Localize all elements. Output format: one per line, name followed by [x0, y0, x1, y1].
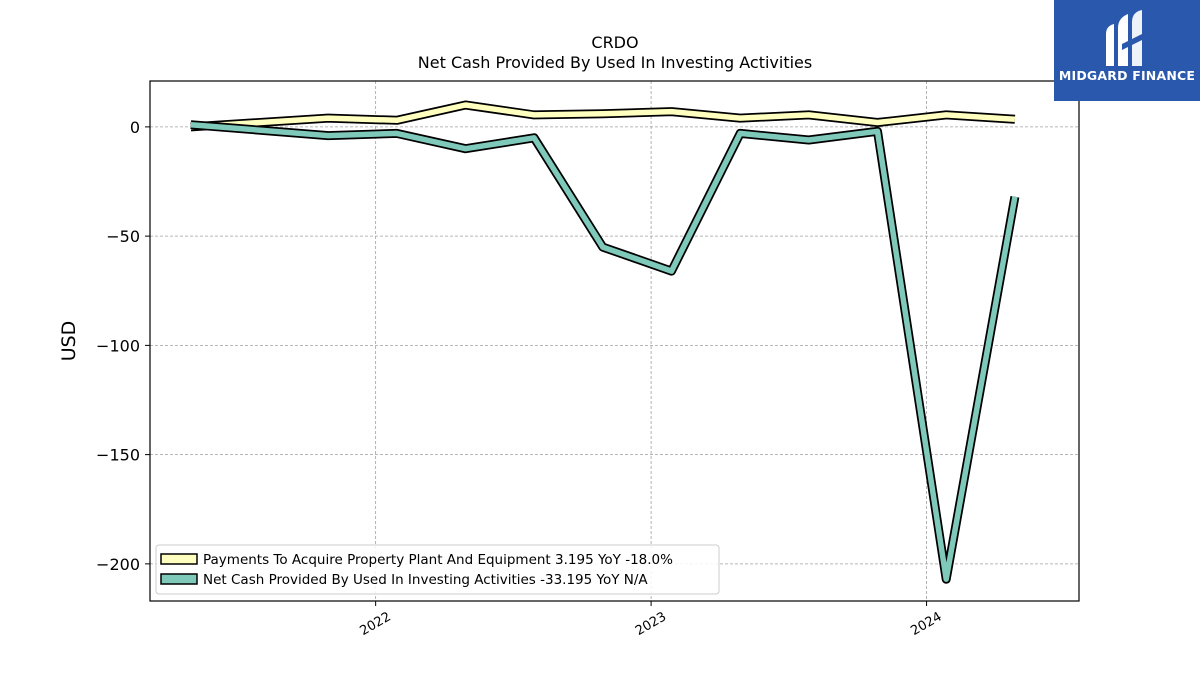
midgard-finance-logo: MIDGARD FINANCE [1054, 0, 1200, 101]
x-tick-label: 2023 [633, 609, 669, 639]
series-2 [190, 120, 1020, 584]
legend-swatch [160, 553, 198, 565]
series-layer [190, 100, 1020, 584]
series-line-outline [190, 120, 1020, 584]
x-tick-label: 2022 [357, 609, 393, 639]
series-1 [190, 100, 1016, 132]
legend-entry: Payments To Acquire Property Plant And E… [203, 552, 673, 568]
x-axis: 2022 2023 2024 [357, 601, 945, 639]
chart-title: CRDO [591, 33, 638, 52]
y-axis: 0 −50 −100 −150 −200 [96, 118, 150, 574]
y-tick-label: −100 [96, 336, 140, 355]
y-axis-label: USD [58, 321, 80, 362]
legend-box [155, 544, 720, 595]
chart-subtitle: Net Cash Provided By Used In Investing A… [418, 53, 812, 72]
legend: Payments To Acquire Property Plant And E… [155, 544, 720, 595]
y-tick-label: −50 [106, 227, 140, 246]
legend-swatch [160, 573, 198, 585]
logo-mark-icon [1106, 10, 1146, 66]
x-tick-label: 2024 [908, 609, 944, 639]
y-tick-label: −150 [96, 446, 140, 465]
legend-entry: Net Cash Provided By Used In Investing A… [203, 572, 648, 588]
plot-frame [149, 80, 1080, 602]
series-line [190, 121, 1018, 582]
logo-text: MIDGARD FINANCE [1058, 68, 1196, 83]
series-line [190, 102, 1016, 130]
y-tick-label: 0 [130, 118, 140, 137]
y-tick-label: −200 [96, 555, 140, 574]
grid [150, 81, 1079, 601]
